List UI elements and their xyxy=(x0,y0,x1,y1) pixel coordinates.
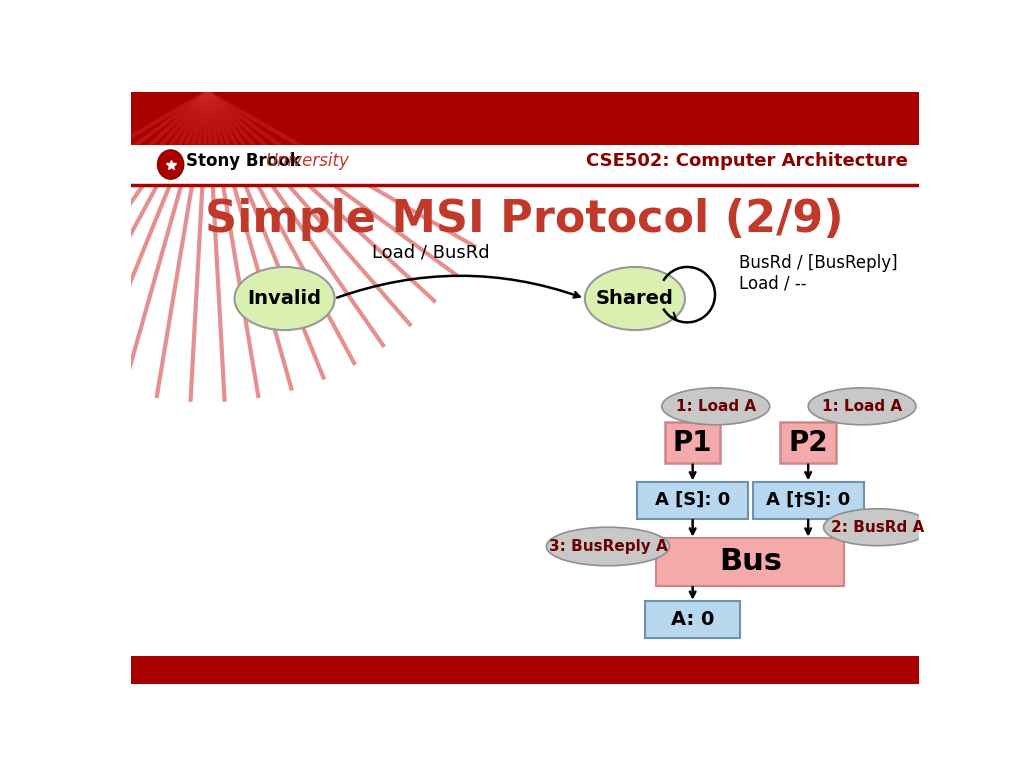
Text: Simple MSI Protocol (2/9): Simple MSI Protocol (2/9) xyxy=(206,197,844,240)
Ellipse shape xyxy=(808,388,915,425)
Text: CSE502: Computer Architecture: CSE502: Computer Architecture xyxy=(587,153,908,170)
Text: P2: P2 xyxy=(788,429,828,456)
Text: BusRd / [BusReply]: BusRd / [BusReply] xyxy=(739,254,897,272)
Text: A [†S]: 0: A [†S]: 0 xyxy=(766,492,850,509)
Text: Shared: Shared xyxy=(596,289,674,308)
Text: University: University xyxy=(264,153,348,170)
Ellipse shape xyxy=(585,267,685,330)
Ellipse shape xyxy=(823,508,932,546)
FancyBboxPatch shape xyxy=(131,144,920,184)
FancyBboxPatch shape xyxy=(780,422,836,463)
Text: Load / --: Load / -- xyxy=(739,274,807,292)
Text: 2: BusRd A: 2: BusRd A xyxy=(830,520,924,535)
Ellipse shape xyxy=(158,150,183,179)
Text: Invalid: Invalid xyxy=(248,289,322,308)
FancyBboxPatch shape xyxy=(131,656,920,684)
FancyBboxPatch shape xyxy=(645,601,740,638)
Text: Bus: Bus xyxy=(719,548,782,576)
FancyBboxPatch shape xyxy=(656,538,845,586)
FancyBboxPatch shape xyxy=(637,482,749,518)
Text: P1: P1 xyxy=(673,429,713,456)
FancyBboxPatch shape xyxy=(131,92,920,144)
Text: A: 0: A: 0 xyxy=(671,610,715,629)
FancyBboxPatch shape xyxy=(753,482,863,518)
Text: A [S]: 0: A [S]: 0 xyxy=(655,492,730,509)
Ellipse shape xyxy=(662,388,770,425)
Text: 3: BusReply A: 3: BusReply A xyxy=(549,539,668,554)
Text: Stony Brook: Stony Brook xyxy=(186,153,306,170)
Ellipse shape xyxy=(234,267,335,330)
Text: 1: Load A: 1: Load A xyxy=(822,399,902,414)
FancyBboxPatch shape xyxy=(665,422,720,463)
Ellipse shape xyxy=(547,527,670,566)
Text: 1: Load A: 1: Load A xyxy=(676,399,756,414)
Text: Load / BusRd: Load / BusRd xyxy=(372,243,489,261)
